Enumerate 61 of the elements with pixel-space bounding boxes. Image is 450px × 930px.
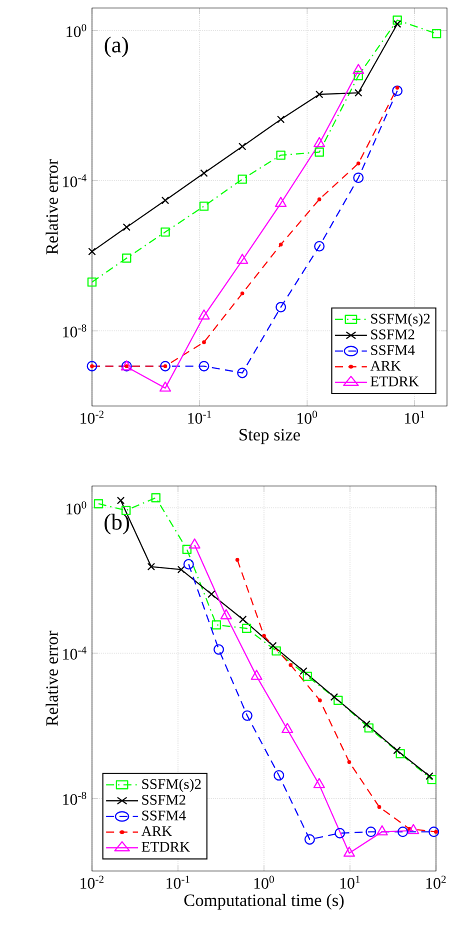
- annotation: (b): [104, 514, 130, 534]
- point: [238, 174, 247, 184]
- point: [276, 150, 286, 160]
- point: [160, 360, 171, 372]
- legend-label: SSFM4: [371, 345, 415, 356]
- point: [200, 169, 208, 177]
- point: [432, 29, 442, 38]
- x-tick-label: 10$^{1}$: [405, 410, 424, 424]
- y-axis-title: Relative error: [46, 159, 58, 254]
- x-tick-label: 10$^{-1}$: [188, 410, 211, 424]
- legend-label: ARK: [141, 826, 172, 836]
- legend-label: ETDRK: [370, 376, 419, 386]
- annotation: (a): [104, 36, 128, 58]
- legend-label: SSFM4: [142, 810, 186, 820]
- point: [314, 147, 324, 157]
- point: [122, 223, 131, 232]
- point: [238, 142, 246, 150]
- point: [354, 88, 362, 97]
- point: [353, 172, 364, 184]
- point: [392, 85, 403, 96]
- point: [202, 340, 206, 344]
- point: [161, 196, 170, 204]
- point: [240, 291, 244, 296]
- point: [122, 254, 132, 263]
- legend-label: ETDRK: [142, 842, 190, 852]
- y-tick-label: 10$^{-8}$: [63, 324, 86, 338]
- point: [160, 227, 170, 237]
- point: [315, 90, 324, 98]
- legend-label: SSFM(s)2: [371, 313, 430, 327]
- y-tick-label: 10$^{0}$: [66, 24, 86, 38]
- point: [198, 360, 210, 372]
- x-tick-label: 10$^{-2}$: [80, 410, 104, 424]
- point: [276, 302, 286, 312]
- point: [317, 197, 322, 202]
- y-tick-label: 10$^{-4}$: [63, 646, 86, 660]
- point: [199, 202, 209, 211]
- x-tick-label: 10$^{-2}$: [80, 876, 104, 889]
- x-tick-label: 10$^{2}$: [426, 876, 446, 889]
- point: [354, 71, 363, 80]
- x-tick-label: 10$^{0}$: [297, 410, 318, 424]
- y-tick-label: 10$^{-8}$: [63, 792, 86, 805]
- y-tick-label: 10$^{-4}$: [63, 174, 86, 188]
- point: [276, 116, 285, 124]
- x-axis-title: Computational time (s): [184, 894, 344, 910]
- y-axis-title: Relative error: [46, 630, 58, 726]
- y-tick-label: 10$^{0}$: [66, 501, 86, 514]
- point: [392, 16, 402, 25]
- x-tick-label: 10$^{1}$: [340, 876, 360, 889]
- legend-label: SSFM2: [371, 329, 414, 340]
- x-tick-label: 10$^{0}$: [254, 876, 274, 889]
- point: [278, 242, 283, 246]
- legend-label: SSFM2: [142, 794, 186, 805]
- x-tick-label: 10$^{-1}$: [166, 876, 190, 889]
- x-axis-title: Step size: [240, 428, 300, 444]
- point: [237, 368, 248, 378]
- point: [393, 20, 402, 28]
- point: [395, 86, 400, 90]
- legend-label: SSFM(s)2: [142, 778, 201, 792]
- legend-label: ARK: [370, 360, 401, 371]
- point: [356, 161, 360, 166]
- point: [314, 240, 325, 252]
